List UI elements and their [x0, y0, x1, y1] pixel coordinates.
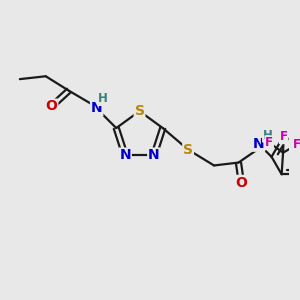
- Text: O: O: [236, 176, 247, 190]
- Text: N: N: [91, 101, 103, 116]
- Text: O: O: [46, 100, 57, 113]
- Text: H: H: [263, 129, 273, 142]
- Text: F: F: [265, 136, 273, 149]
- Text: S: S: [134, 104, 145, 118]
- Text: H: H: [98, 92, 108, 105]
- Text: F: F: [280, 130, 288, 143]
- Text: N: N: [253, 137, 264, 151]
- Text: N: N: [119, 148, 131, 162]
- Text: N: N: [148, 148, 160, 162]
- Text: F: F: [293, 138, 300, 151]
- Text: S: S: [183, 142, 193, 157]
